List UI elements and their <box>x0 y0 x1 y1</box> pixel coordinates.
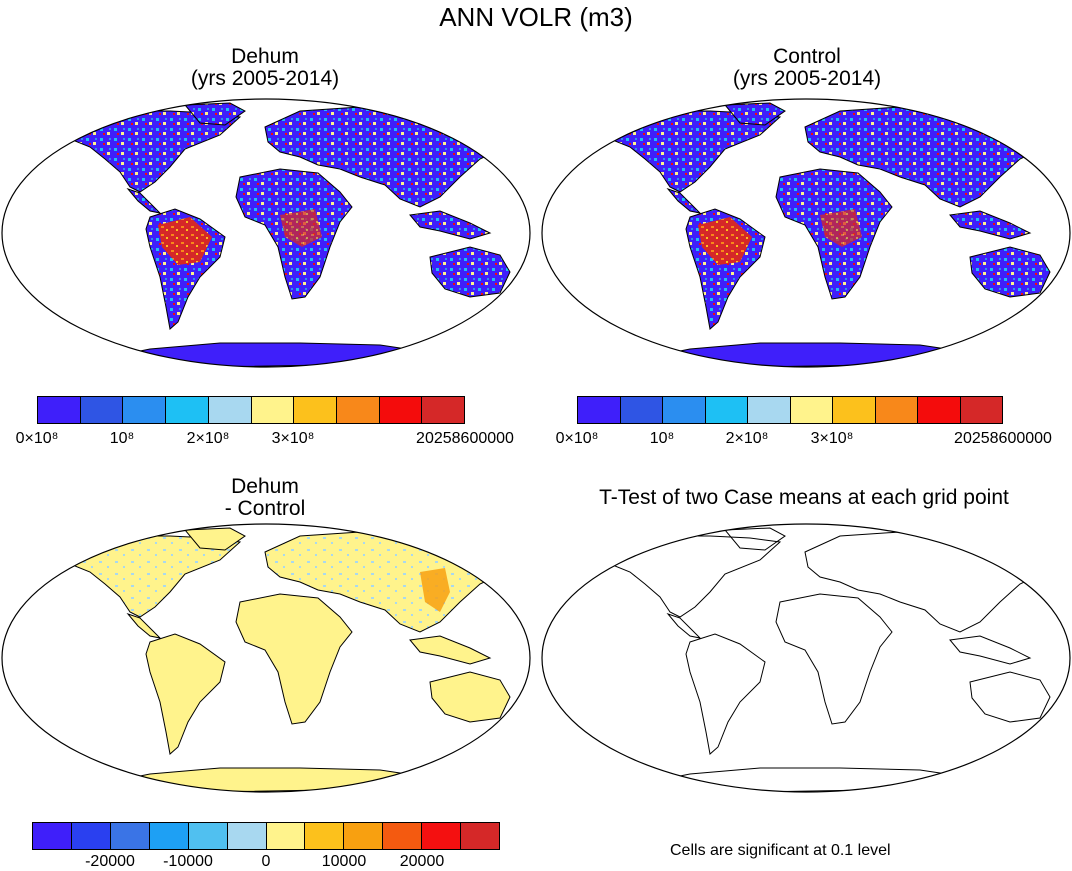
panel-title-control: Control (yrs 2005-2014) <box>672 46 942 90</box>
colorbar-swatch <box>383 823 423 849</box>
colorbar-swatch <box>33 823 72 849</box>
colorbar-swatch <box>833 397 876 423</box>
colorbar-swatch <box>123 397 167 423</box>
colorbar-swatch <box>305 823 345 849</box>
colorbar-diff <box>32 822 500 850</box>
colorbar-swatch <box>110 823 150 849</box>
map-border <box>541 523 1071 793</box>
panel-title-line1: Dehum <box>231 475 299 498</box>
colorbar-label: 10000 <box>321 853 367 870</box>
colorbar-swatch <box>578 397 621 423</box>
map-dehum-svg <box>1 98 531 368</box>
panel-title-line2: (yrs 2005-2014) <box>190 67 340 90</box>
map-diff <box>0 522 532 794</box>
colorbar-label: 0 <box>261 853 271 870</box>
colorbar-swatch <box>80 397 124 423</box>
panel-title-line1: Control <box>773 45 841 68</box>
colorbar-swatch <box>294 397 337 423</box>
colorbar-swatch <box>166 397 209 423</box>
significance-note: Cells are significant at 0.1 level <box>670 842 891 859</box>
colorbar-swatch <box>790 397 833 423</box>
map-border <box>1 523 531 793</box>
colorbar-swatch <box>748 397 791 423</box>
colorbar-label: 10⁸ <box>649 430 675 447</box>
colorbar-label: 0×10⁸ <box>15 430 59 447</box>
colorbar-swatch <box>422 397 465 423</box>
map-dehum <box>0 97 532 369</box>
colorbar-swatch <box>960 397 1002 423</box>
map-border <box>1 98 531 368</box>
colorbar-swatch <box>705 397 748 423</box>
colorbar-label: -20000 <box>85 853 135 870</box>
map-ttest-svg <box>541 523 1071 793</box>
colorbar-swatch <box>663 397 706 423</box>
figure-title: ANN VOLR (m3) <box>439 2 633 32</box>
panel-title-dehum: Dehum (yrs 2005-2014) <box>130 46 400 90</box>
colorbar-label: 20258600000 <box>416 430 514 447</box>
colorbar-swatch <box>422 823 462 849</box>
colorbar-swatch <box>379 397 423 423</box>
panel-title-line2: - Control <box>224 497 306 520</box>
colorbar-swatch <box>38 397 81 423</box>
colorbar-label: 2×10⁸ <box>725 430 769 447</box>
colorbar-label: 20258600000 <box>954 430 1052 447</box>
colorbar-swatch <box>918 397 961 423</box>
colorbar-swatch <box>344 823 384 849</box>
panel-title-ttest: T-Test of two Case means at each grid po… <box>536 487 1072 509</box>
map-ttest <box>540 522 1072 794</box>
panel-title-line1: Dehum <box>231 45 299 68</box>
map-control <box>540 97 1072 369</box>
map-control-svg <box>541 98 1071 368</box>
colorbar-control <box>577 396 1003 424</box>
colorbar-swatch <box>266 823 306 849</box>
colorbar-label: 2×10⁸ <box>186 430 230 447</box>
map-border <box>541 98 1071 368</box>
colorbar-label: -10000 <box>163 853 213 870</box>
panel-title-line1: T-Test of two Case means at each grid po… <box>599 486 1009 509</box>
colorbar-swatch <box>251 397 295 423</box>
panel-title-diff: Dehum - Control <box>130 476 400 520</box>
colorbar-swatch <box>208 397 252 423</box>
colorbar-swatch <box>149 823 189 849</box>
colorbar-swatch <box>336 397 380 423</box>
colorbar-swatch <box>188 823 228 849</box>
coastline-layer <box>599 527 1061 792</box>
colorbar-swatch <box>620 397 663 423</box>
colorbar-label: 3×10⁸ <box>810 430 854 447</box>
colorbar-label: 10⁸ <box>109 430 135 447</box>
colorbar-label: 0×10⁸ <box>555 430 599 447</box>
colorbar-label: 3×10⁸ <box>271 430 315 447</box>
map-diff-svg <box>1 523 531 793</box>
colorbar-swatch <box>227 823 267 849</box>
colorbar-swatch <box>461 823 500 849</box>
colorbar-label: 20000 <box>399 853 445 870</box>
colorbar-dehum <box>37 396 465 424</box>
panel-title-line2: (yrs 2005-2014) <box>732 67 882 90</box>
colorbar-swatch <box>875 397 918 423</box>
colorbar-swatch <box>71 823 111 849</box>
